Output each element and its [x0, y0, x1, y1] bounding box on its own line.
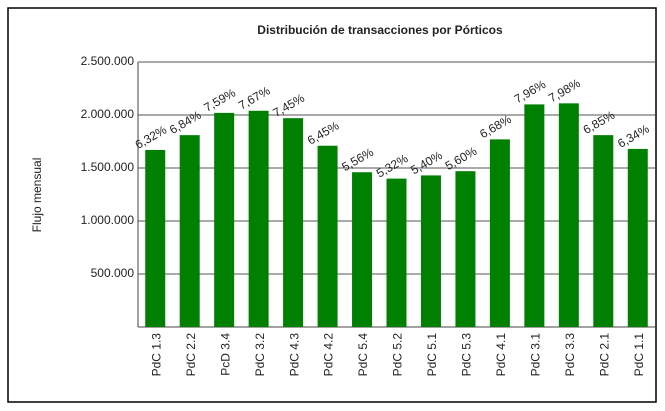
- bar: [524, 104, 545, 328]
- x-tick-label: PdC 4.3: [287, 333, 301, 377]
- bar: [455, 171, 476, 327]
- x-tick-label: PdC 5.4: [356, 333, 370, 377]
- bar: [386, 178, 407, 327]
- x-tick-label: PdC 5.2: [391, 333, 405, 377]
- x-tick-label: PdC 3.3: [563, 333, 577, 377]
- bar: [317, 145, 338, 327]
- x-tick-label: PdC 5.1: [425, 333, 439, 377]
- x-tick-label: PdC 1.3: [149, 333, 163, 377]
- bar: [179, 135, 200, 327]
- bar: [283, 118, 304, 328]
- chart-title: Distribución de transacciones por Pórtic…: [257, 23, 503, 37]
- x-tick-label: PdC 5.3: [460, 333, 474, 377]
- y-tick-label: 500.000: [91, 266, 135, 280]
- bar: [593, 135, 614, 327]
- x-tick-label: PdC 2.1: [597, 333, 611, 377]
- bar: [214, 112, 235, 327]
- bar: [145, 149, 166, 327]
- y-axis-title: Flujo mensual: [30, 158, 44, 233]
- y-tick-label: 1.000.000: [81, 213, 135, 227]
- x-tick-label: PdC 1.1: [632, 333, 646, 377]
- y-tick-label: 1.500.000: [81, 160, 135, 174]
- bar: [489, 139, 510, 327]
- bar: [352, 172, 373, 327]
- x-tick-label: PdC 3.1: [529, 333, 543, 377]
- x-tick-label: PdC 4.2: [322, 333, 336, 377]
- bar: [248, 110, 269, 327]
- x-tick-label: PdC 3.2: [253, 333, 267, 377]
- y-tick-label: 2.000.000: [81, 107, 135, 121]
- x-tick-label: PdC 2.2: [184, 333, 198, 377]
- y-tick-label: 2.500.000: [81, 54, 135, 68]
- x-tick-label: PcD 3.4: [218, 333, 232, 376]
- bar: [558, 103, 579, 327]
- x-tick-label: PdC 4.1: [494, 333, 508, 377]
- bar: [420, 175, 441, 327]
- bar: [627, 148, 648, 327]
